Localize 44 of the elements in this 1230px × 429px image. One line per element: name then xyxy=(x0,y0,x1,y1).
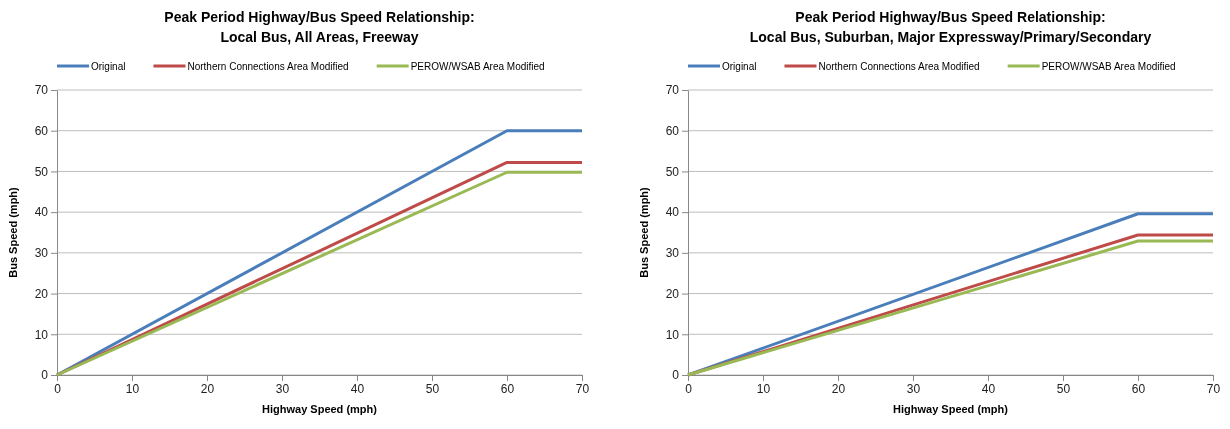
y-tick-label: 40 xyxy=(34,205,49,220)
x-tick-label: 50 xyxy=(425,381,440,396)
y-tick-label: 70 xyxy=(665,83,680,98)
y-tick-label: 70 xyxy=(34,83,49,98)
y-axis-title: Bus Speed (mph) xyxy=(638,186,650,278)
x-tick-label: 30 xyxy=(906,381,921,396)
y-tick-label: 30 xyxy=(665,246,680,261)
x-tick-label: 70 xyxy=(575,381,590,396)
x-tick-label: 0 xyxy=(685,381,693,396)
x-tick-label: 20 xyxy=(200,381,215,396)
y-tick-label: 50 xyxy=(34,164,49,179)
y-tick-label: 10 xyxy=(665,327,680,342)
y-tick-label: 60 xyxy=(34,124,49,139)
x-axis-title: Highway Speed (mph) xyxy=(893,403,1009,415)
y-tick-label: 20 xyxy=(665,286,680,301)
legend-label: Original xyxy=(722,61,757,72)
y-tick-label: 30 xyxy=(34,246,49,261)
y-tick-label: 20 xyxy=(34,286,49,301)
legend-label: Original xyxy=(91,61,126,72)
x-tick-label: 40 xyxy=(350,381,365,396)
y-tick-label: 50 xyxy=(665,164,680,179)
y-tick-label: 0 xyxy=(41,368,49,383)
x-tick-label: 0 xyxy=(54,381,62,396)
x-tick-label: 20 xyxy=(831,381,846,396)
chart-title: Peak Period Highway/Bus Speed Relationship: Local Bus, Suburban, Major Expressway/Primary/Secondary xyxy=(749,9,1152,45)
x-axis-title: Highway Speed (mph) xyxy=(262,403,378,415)
x-tick-label: 10 xyxy=(125,381,140,396)
legend-label: PEROW/WSAB Area Modified xyxy=(1041,61,1176,72)
y-tick-label: 10 xyxy=(34,327,49,342)
y-tick-label: 40 xyxy=(665,205,680,220)
x-tick-label: 30 xyxy=(275,381,290,396)
x-tick-label: 70 xyxy=(1206,381,1221,396)
x-tick-label: 60 xyxy=(500,381,515,396)
y-tick-label: 60 xyxy=(665,124,680,139)
legend-label: Northern Connections Area Modified xyxy=(187,61,349,72)
y-axis-title: Bus Speed (mph) xyxy=(7,186,19,278)
chart-title: Peak Period Highway/Bus Speed Relationship: Local Bus, All Areas, Freeway xyxy=(164,9,475,45)
x-tick-label: 50 xyxy=(1056,381,1071,396)
x-tick-label: 10 xyxy=(756,381,771,396)
y-tick-label: 0 xyxy=(672,368,680,383)
legend-label: Northern Connections Area Modified xyxy=(818,61,980,72)
x-tick-label: 60 xyxy=(1131,381,1146,396)
legend-label: PEROW/WSAB Area Modified xyxy=(410,61,545,72)
x-tick-label: 40 xyxy=(981,381,996,396)
